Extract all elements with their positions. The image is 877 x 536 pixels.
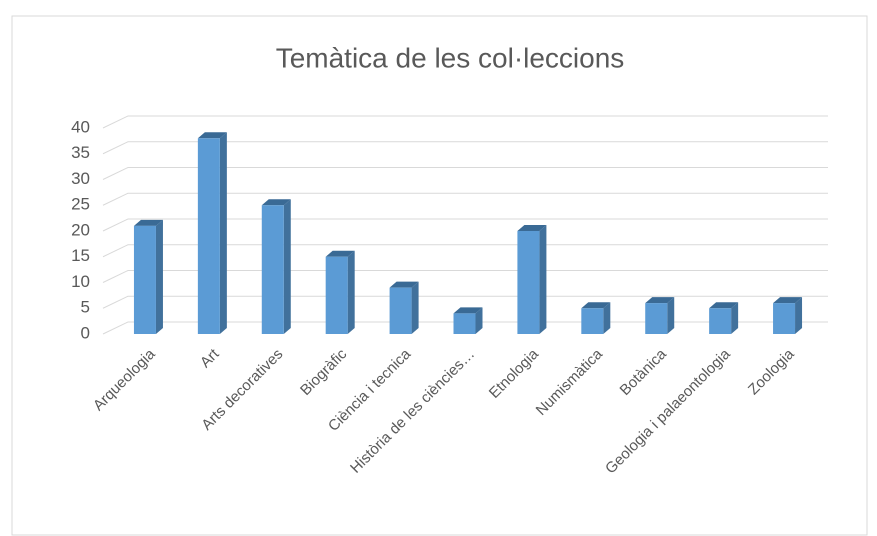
bar-side — [411, 281, 419, 334]
bar-top — [261, 199, 291, 206]
grid-line — [102, 141, 828, 155]
bar-front — [261, 205, 284, 334]
bar-front — [133, 225, 156, 334]
bar-side — [283, 199, 291, 334]
bar — [709, 302, 739, 334]
bar-side — [667, 297, 675, 334]
y-tick-label: 15 — [71, 246, 90, 265]
bar-side — [347, 250, 355, 334]
bar-front — [581, 308, 604, 334]
bar-top — [709, 302, 739, 309]
grid-line — [102, 244, 828, 258]
bar — [325, 250, 355, 334]
bar — [581, 302, 611, 334]
bar-top — [581, 302, 611, 309]
grid-line — [102, 270, 828, 283]
bar-top — [133, 219, 163, 226]
grid-line — [102, 167, 828, 180]
grid-line — [102, 192, 828, 206]
chart-title: Temàtica de les col·leccions — [276, 42, 625, 73]
bar-front — [389, 287, 412, 334]
bar-top — [197, 132, 227, 139]
bar-top — [645, 297, 675, 304]
bar — [261, 199, 291, 334]
bar-front — [325, 256, 348, 334]
bar — [773, 297, 803, 334]
bar — [645, 297, 675, 334]
bar-side — [731, 302, 739, 334]
grid-line — [102, 295, 828, 309]
bar-side — [603, 302, 611, 334]
bar — [453, 307, 483, 334]
bar-side — [155, 219, 163, 334]
y-tick-label: 30 — [71, 169, 90, 188]
bar-side — [539, 225, 547, 334]
y-tick-label: 10 — [71, 272, 90, 291]
bar-front — [709, 308, 732, 334]
bar-front — [517, 231, 540, 334]
y-tick-label: 40 — [71, 117, 90, 136]
bar — [197, 132, 227, 334]
bar-top — [389, 281, 419, 288]
bar-top — [453, 307, 483, 314]
bar-front — [773, 303, 796, 334]
y-tick-label: 35 — [71, 143, 90, 162]
bar-top — [325, 250, 355, 257]
bar — [133, 219, 163, 334]
bar-side — [475, 307, 483, 334]
bar — [389, 281, 419, 334]
bar-side — [219, 132, 227, 334]
grid-line — [102, 218, 828, 232]
bar — [517, 225, 547, 334]
bar-side — [795, 297, 803, 334]
grid-line — [102, 115, 828, 129]
bar-front — [645, 303, 668, 334]
y-tick-label: 5 — [81, 298, 90, 317]
bar-front — [197, 138, 220, 334]
y-tick-label: 0 — [81, 323, 90, 342]
bar-top — [773, 297, 803, 304]
y-tick-label: 25 — [71, 195, 90, 214]
y-tick-label: 20 — [71, 220, 90, 239]
bar-top — [517, 225, 547, 231]
bar-front — [453, 313, 476, 334]
